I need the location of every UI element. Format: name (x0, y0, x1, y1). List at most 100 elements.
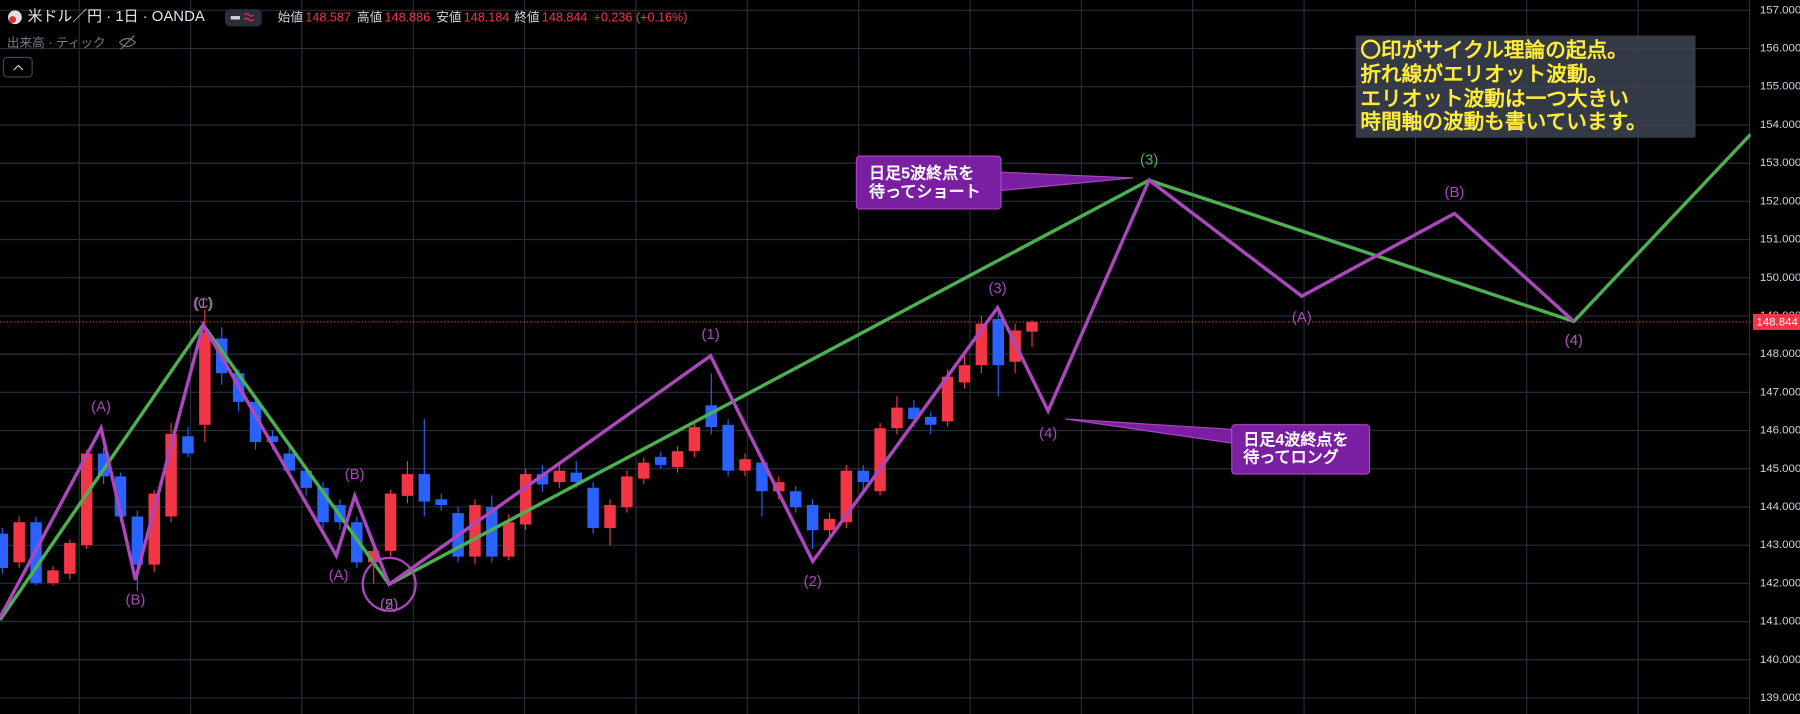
y-tick-label: 156.000 (1760, 43, 1800, 55)
y-tick-label: 151.000 (1760, 234, 1800, 246)
candle-body (891, 407, 903, 429)
close-label: 終値 (514, 10, 540, 25)
candle-body (182, 436, 194, 454)
eye-icon[interactable] (118, 35, 137, 50)
candle-body (131, 516, 144, 565)
wave-label: (B) (126, 591, 146, 608)
candle-body (47, 570, 59, 583)
note-text: 折れ線がエリオット波動。 (1360, 62, 1608, 86)
status-chip[interactable] (225, 9, 262, 27)
candle-body (671, 451, 684, 468)
candle-body (283, 453, 296, 471)
candle-body (688, 427, 701, 452)
candle-body (553, 470, 566, 483)
candle-body (80, 453, 93, 546)
candle-body (249, 401, 262, 442)
grid (0, 0, 1751, 714)
y-tick-label: 145.000 (1760, 463, 1800, 475)
callout-text: 日足4波終点を (1243, 430, 1348, 449)
chevron-icon (13, 64, 24, 71)
candle-body (823, 518, 836, 531)
candle-body (587, 487, 599, 528)
wave-label: (5) (380, 596, 398, 613)
candle-body (519, 474, 532, 525)
y-tick-label: 142.000 (1760, 577, 1800, 589)
callout-text: 待ってロング (1243, 447, 1339, 466)
wave-label: (3) (1140, 152, 1158, 169)
candle-body (351, 522, 363, 563)
y-tick-label: 152.000 (1760, 195, 1800, 207)
axis-background (1750, 0, 1800, 714)
candle-body (97, 453, 110, 477)
candle-body (469, 505, 481, 557)
candle-body (975, 323, 988, 366)
cycle-start-circle (361, 556, 417, 612)
collapse-button[interactable] (2, 56, 33, 78)
candle-body (638, 462, 650, 479)
candle-body (148, 493, 160, 565)
y-tick-label: 155.000 (1760, 81, 1800, 93)
wave-label: (1) (194, 295, 212, 312)
close-value: 148.844 (542, 11, 588, 25)
y-tick-label: 146.000 (1760, 425, 1800, 437)
candle-body (367, 550, 380, 563)
callout-text: 待ってショート (869, 182, 981, 201)
last-price-tag (1752, 313, 1800, 330)
candle-body (705, 405, 718, 428)
wave-label: (C) (193, 295, 214, 312)
candle-body (941, 376, 954, 422)
candle-body (1026, 321, 1038, 332)
open-label: 始値 (278, 10, 304, 25)
wave-label: (4) (1565, 332, 1583, 349)
y-tick-label: 140.000 (1760, 654, 1800, 666)
candle-body (418, 474, 431, 502)
candle-body (722, 424, 734, 471)
y-tick-label: 143.000 (1760, 539, 1800, 551)
status-icon (230, 16, 240, 20)
last-price-label: 148.844 (1756, 316, 1798, 328)
candle-body (300, 470, 312, 488)
note-box (1355, 35, 1696, 138)
high-label: 高値 (357, 10, 383, 25)
higher-wave-line (0, 133, 1752, 621)
change: +0.236 (+0.16%) (593, 11, 687, 25)
y-tick-label: 154.000 (1760, 119, 1800, 131)
candle-body (266, 436, 279, 442)
high-value: 148.886 (385, 11, 431, 25)
callout-box (1231, 424, 1371, 475)
wave-label: (2) (804, 573, 822, 590)
candle-body (384, 493, 397, 551)
candle-body (621, 476, 633, 508)
candle-body (199, 332, 211, 425)
wave-label: (2) (380, 596, 398, 613)
candle-body (806, 505, 819, 531)
candle-body (435, 499, 447, 506)
candle-body (317, 487, 329, 523)
y-tick-label: 144.000 (1760, 501, 1800, 513)
wave-label: (A) (91, 398, 111, 415)
candle-body (773, 482, 785, 492)
candle-body (857, 470, 869, 483)
candle-body (992, 318, 1004, 366)
candle-body (840, 470, 853, 523)
candle-body (789, 491, 802, 508)
low-value: 148.184 (464, 11, 510, 25)
wave-label: (3) (988, 280, 1006, 297)
price-axis: 139.000 140.000 141.000 142.000 143.000 144.0… (1750, 0, 1800, 714)
wave-label: (4) (1565, 332, 1583, 349)
wave-label: (A) (1292, 309, 1312, 326)
y-tick-label: 148.000 (1760, 348, 1800, 360)
candle-body (165, 433, 177, 517)
y-tick-label: 141.000 (1760, 616, 1800, 628)
candle-body (654, 456, 667, 465)
callout-box (855, 155, 1002, 210)
y-tick-label: 139.000 (1760, 692, 1800, 704)
candle-body (924, 416, 937, 425)
candle-body (64, 542, 76, 574)
candle-body (604, 505, 616, 528)
volume-indicator[interactable]: 出来高 · ティック (7, 35, 106, 50)
wave-label: (B) (1445, 184, 1465, 201)
candle-body (13, 522, 25, 563)
candle-body (0, 533, 9, 569)
